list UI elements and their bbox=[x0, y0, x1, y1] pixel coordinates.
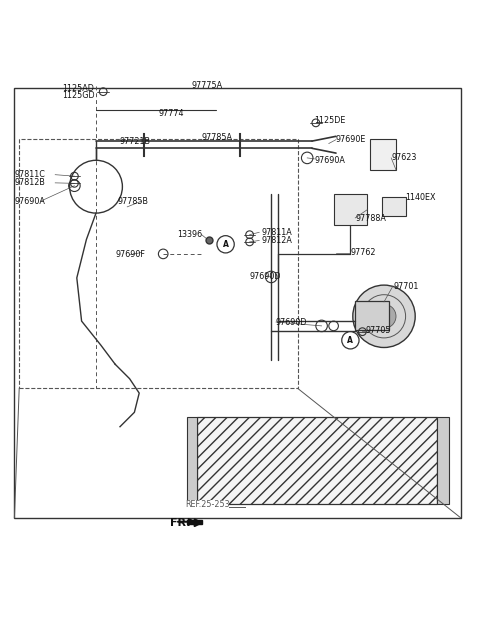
Text: 97690A: 97690A bbox=[314, 156, 345, 165]
Text: REF.25-253: REF.25-253 bbox=[185, 500, 229, 509]
Text: 97623: 97623 bbox=[391, 153, 417, 163]
Text: 97701: 97701 bbox=[394, 282, 419, 291]
Bar bbox=[187, 417, 197, 503]
Text: 1125DE: 1125DE bbox=[314, 116, 346, 125]
Bar bbox=[334, 194, 367, 225]
Text: 97812A: 97812A bbox=[262, 236, 292, 245]
Text: 97774: 97774 bbox=[158, 109, 184, 118]
Text: 97690A: 97690A bbox=[14, 197, 45, 206]
Text: 97785A: 97785A bbox=[202, 133, 233, 142]
Text: A: A bbox=[223, 240, 228, 249]
Text: 97785B: 97785B bbox=[118, 197, 149, 206]
Bar bbox=[355, 301, 389, 330]
Text: 97690D: 97690D bbox=[250, 272, 281, 281]
Text: 97690F: 97690F bbox=[115, 250, 145, 259]
Text: 97762: 97762 bbox=[350, 249, 376, 257]
Text: 1125AD: 1125AD bbox=[62, 84, 94, 93]
Text: 97705: 97705 bbox=[366, 326, 391, 335]
Circle shape bbox=[217, 235, 234, 253]
Bar bbox=[14, 88, 461, 518]
Bar bbox=[370, 139, 396, 170]
Bar bbox=[19, 139, 298, 388]
Polygon shape bbox=[187, 520, 202, 524]
Text: 97690E: 97690E bbox=[336, 135, 366, 144]
Text: A: A bbox=[348, 336, 353, 345]
Text: 97690D: 97690D bbox=[276, 318, 308, 326]
Text: 97811C: 97811C bbox=[14, 170, 45, 179]
Text: 97811A: 97811A bbox=[262, 228, 292, 237]
Text: 13396: 13396 bbox=[178, 231, 203, 239]
Text: 1140EX: 1140EX bbox=[406, 193, 436, 202]
Text: 97721B: 97721B bbox=[120, 136, 151, 146]
Text: FR.: FR. bbox=[170, 518, 191, 528]
Circle shape bbox=[353, 285, 415, 348]
Circle shape bbox=[372, 304, 396, 328]
Text: 1125GD: 1125GD bbox=[62, 91, 95, 100]
Bar bbox=[382, 197, 406, 216]
Text: 97775A: 97775A bbox=[192, 82, 223, 90]
Bar bbox=[437, 417, 449, 503]
Circle shape bbox=[342, 331, 359, 349]
Text: 97788A: 97788A bbox=[355, 214, 386, 224]
Text: 97812B: 97812B bbox=[14, 178, 45, 188]
Bar bbox=[197, 417, 437, 503]
